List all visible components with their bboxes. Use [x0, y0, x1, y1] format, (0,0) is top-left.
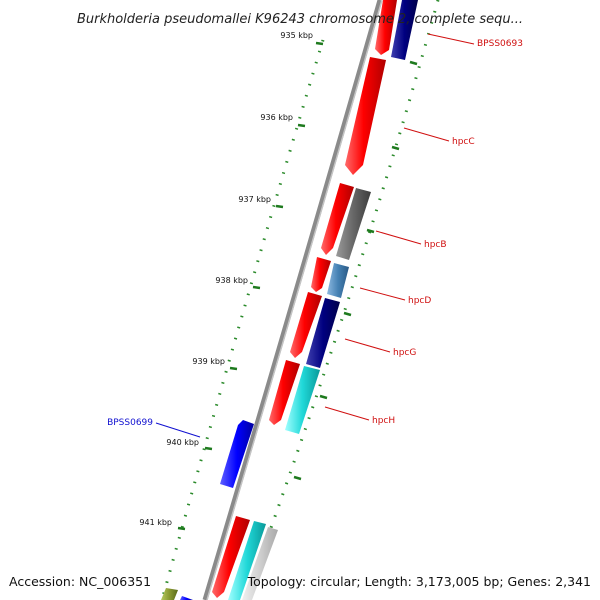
accession-text: Accession: NC_006351	[9, 574, 151, 589]
scale-tick-mark	[275, 204, 284, 209]
gene-label[interactable]: hpcG	[393, 348, 416, 358]
scale-tick-label: 939 kbp	[192, 357, 225, 366]
genome-summary-text: Topology: circular; Length: 3,173,005 bp…	[247, 574, 591, 589]
gene-label-leader	[403, 127, 450, 142]
gene-label[interactable]: hpcC	[452, 137, 475, 147]
gene-label-leader	[324, 406, 370, 421]
scale-tick-mark	[343, 311, 352, 317]
scale-tick-mark	[177, 526, 186, 531]
scale-tick-mark	[409, 60, 418, 66]
gene-label-leader	[359, 287, 406, 301]
gene-label-leader	[427, 33, 475, 45]
gene-label-leader	[344, 338, 391, 353]
gene-feature[interactable]	[327, 263, 349, 298]
scale-tick-label: 941 kbp	[139, 518, 172, 527]
gene-labels: BPSS0693 hpcC hpcB hpcD hpcG hpcH BPSS0699	[107, 33, 523, 438]
gene-feature[interactable]	[212, 516, 250, 598]
scale-tick-mark	[319, 394, 328, 400]
scale-tick-mark	[391, 145, 400, 151]
scale-tick-mark	[366, 228, 375, 234]
gene-label-leader	[155, 422, 201, 438]
gene-feature[interactable]	[375, 0, 397, 55]
gene-feature[interactable]	[269, 360, 300, 425]
scale-tick-label: 938 kbp	[215, 276, 248, 285]
scale-tick-mark	[315, 41, 324, 46]
gene-label[interactable]: BPSS0693	[477, 39, 523, 49]
scale-tick-mark	[252, 285, 261, 290]
scale-tick-mark	[204, 446, 213, 451]
gene-feature[interactable]	[228, 521, 266, 600]
scale-ticks: 935 kbp 936 kbp 937 kbp 938 kbp 939 kbp 940 k…	[139, 31, 418, 531]
gene-feature[interactable]	[336, 188, 371, 260]
gene-label[interactable]: hpcB	[424, 240, 447, 250]
gene-label[interactable]: hpcH	[372, 416, 395, 426]
map-title: Burkholderia pseudomallei K96243 chromos…	[77, 12, 523, 27]
scale-tick-label: 935 kbp	[280, 31, 313, 40]
outer-genes	[161, 420, 254, 600]
scale-tick-label: 936 kbp	[260, 113, 293, 122]
gene-feature[interactable]	[345, 57, 386, 175]
gene-feature[interactable]	[311, 257, 331, 292]
gene-feature[interactable]	[290, 292, 322, 358]
scale-tick-mark	[293, 475, 302, 481]
reverse-strand-genes	[212, 0, 397, 598]
forward-strand-genes	[228, 0, 418, 600]
scale-tick-mark	[229, 366, 238, 371]
gene-feature[interactable]	[321, 183, 354, 255]
chromosome-backbone	[202, 0, 383, 600]
gene-feature[interactable]	[180, 596, 193, 600]
scale-tick-mark	[297, 123, 306, 128]
gene-feature[interactable]	[220, 420, 254, 488]
gene-label[interactable]: hpcD	[408, 296, 431, 306]
gene-feature[interactable]	[242, 527, 278, 600]
scale-tick-label: 937 kbp	[238, 195, 271, 204]
gene-feature[interactable]	[391, 0, 418, 60]
gene-feature[interactable]	[306, 298, 340, 368]
gene-label[interactable]: BPSS0699	[107, 418, 153, 428]
chromosome-backbone-highlight	[206, 0, 383, 600]
scale-tick-label: 940 kbp	[166, 438, 199, 447]
gene-label-leader	[375, 230, 422, 245]
gene-feature[interactable]	[161, 588, 178, 600]
gene-feature[interactable]	[285, 366, 320, 434]
